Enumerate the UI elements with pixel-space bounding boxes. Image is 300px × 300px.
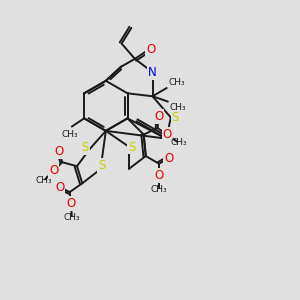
Text: CH₃: CH₃ [169,103,186,112]
Text: O: O [49,164,58,177]
Text: CH₃: CH₃ [36,176,52,184]
Text: O: O [66,197,75,210]
Text: CH₃: CH₃ [61,130,78,139]
Text: O: O [55,145,64,158]
Text: CH₃: CH₃ [64,213,80,222]
Text: S: S [172,111,179,124]
Text: CH₃: CH₃ [168,77,185,86]
Text: S: S [128,141,135,154]
Text: S: S [98,159,106,172]
Text: O: O [55,181,64,194]
Text: O: O [146,43,155,56]
Text: S: S [82,141,89,154]
Text: O: O [163,128,172,141]
Text: O: O [154,169,164,182]
Text: O: O [154,110,163,123]
Text: O: O [164,152,173,165]
Text: N: N [148,66,157,79]
Text: CH₃: CH₃ [151,184,167,194]
Text: CH₃: CH₃ [170,138,187,147]
